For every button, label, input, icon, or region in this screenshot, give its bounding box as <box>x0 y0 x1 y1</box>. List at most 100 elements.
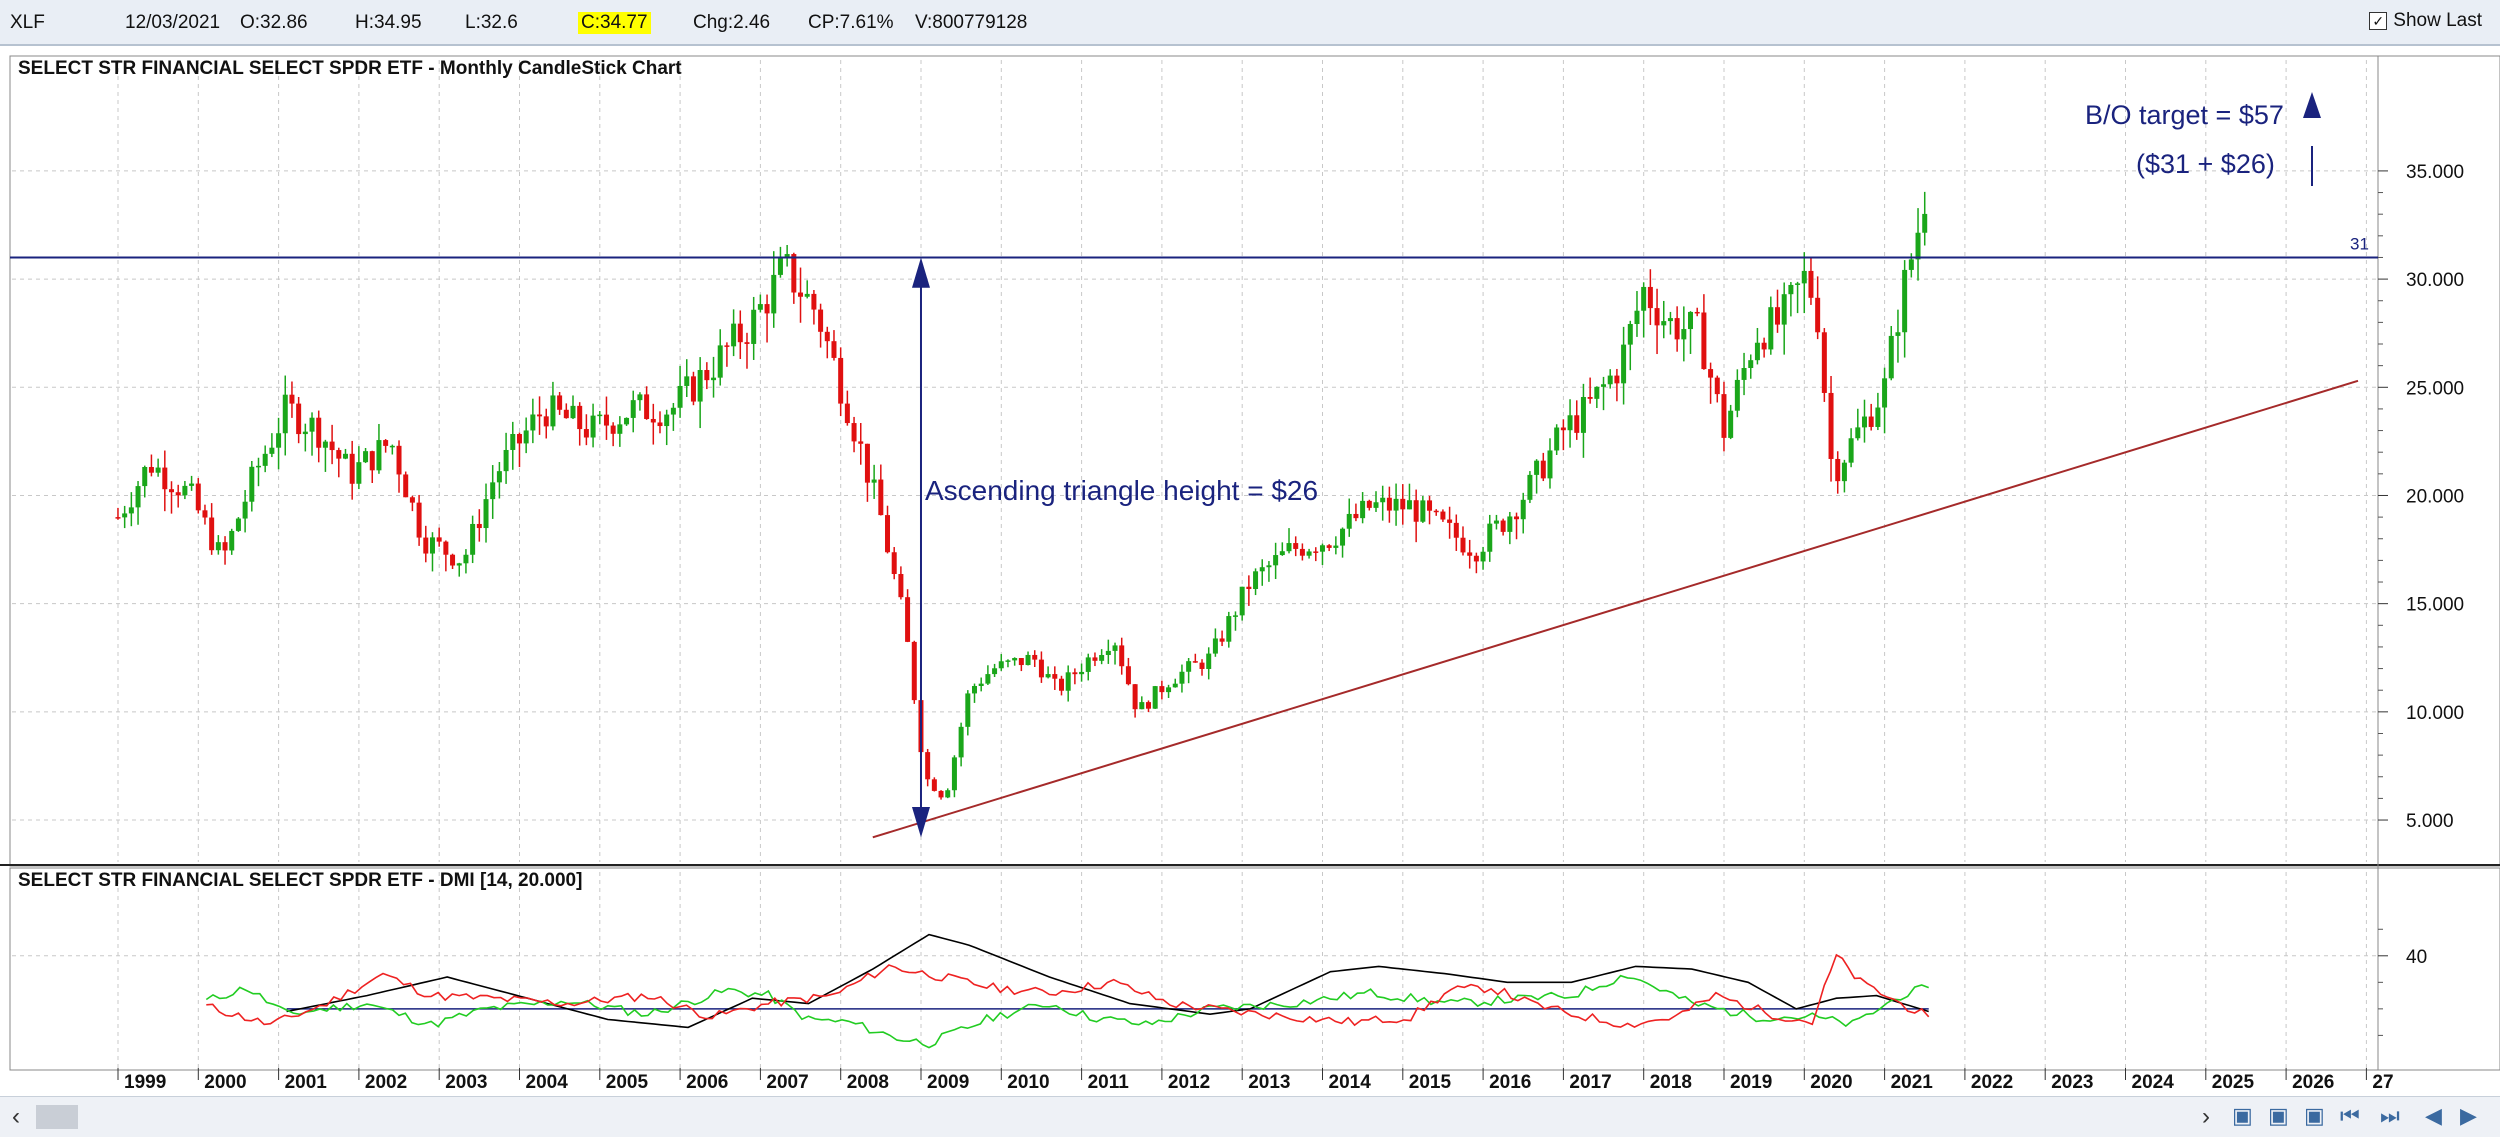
candle-down <box>1775 307 1781 325</box>
candle-down <box>1694 311 1700 314</box>
candle-down <box>1647 286 1653 309</box>
resistance-line-label: 31 <box>2350 234 2369 253</box>
horizontal-scrollbar[interactable]: ‹ › ▣ ▣ ▣ ⏮ ⏭ ◀ ▶ <box>0 1096 2500 1137</box>
candle-down <box>403 474 409 498</box>
candle-down <box>1540 460 1546 479</box>
candle-down <box>603 414 609 426</box>
candle-up <box>1480 551 1486 562</box>
candle-down <box>316 417 322 448</box>
candle-up <box>871 479 877 483</box>
candle-up <box>1781 294 1787 325</box>
candle-up <box>490 482 496 500</box>
y-tick-label: 5.000 <box>2406 811 2454 832</box>
candle-down <box>1654 308 1660 326</box>
candle-up <box>456 563 462 566</box>
candle-up <box>215 542 221 551</box>
candle-up <box>1212 638 1218 654</box>
x-tick-label: 2004 <box>526 1072 569 1093</box>
candle-up <box>1186 661 1192 672</box>
candle-up <box>945 790 951 798</box>
y-tick-label: 35.000 <box>2406 162 2464 183</box>
candle-down <box>1353 513 1359 519</box>
candle-up <box>322 441 328 448</box>
candle-up <box>1741 368 1747 380</box>
candle-up <box>470 523 476 555</box>
candle-down <box>1052 674 1058 679</box>
candle-down <box>925 752 931 780</box>
candle-up <box>1627 324 1633 345</box>
scroll-thumb[interactable] <box>36 1105 78 1129</box>
scroll-right-icon[interactable]: › <box>2202 1103 2210 1130</box>
candle-down <box>1674 318 1680 340</box>
candle-down <box>610 425 616 434</box>
x-tick-label: 2013 <box>1248 1072 1290 1093</box>
candle-up <box>1005 660 1011 662</box>
candle-down <box>115 517 121 519</box>
candle-up <box>1079 671 1085 675</box>
breakout-arrow-icon <box>2303 92 2321 118</box>
candle-up <box>1239 586 1245 616</box>
candle-up <box>496 471 502 483</box>
candle-down <box>1058 678 1064 691</box>
candle-up <box>1641 286 1647 311</box>
candle-up <box>429 537 435 554</box>
candle-up <box>128 507 134 514</box>
candle-up <box>356 462 362 484</box>
x-tick-label: 2006 <box>686 1072 728 1093</box>
show-last-checkbox[interactable]: ✓ Show Last <box>2369 10 2482 32</box>
chart-tool-1-icon[interactable]: ▣ <box>2232 1103 2253 1128</box>
candle-up <box>1420 500 1426 522</box>
x-tick-label: 2025 <box>2212 1072 2255 1093</box>
x-tick-label: 2015 <box>1409 1072 1452 1093</box>
dmi-adx-line <box>286 933 1929 1029</box>
candle-up <box>1306 551 1312 556</box>
candle-up <box>510 434 516 450</box>
candle-up <box>992 668 998 675</box>
candle-up <box>530 414 536 431</box>
chart-tool-2-icon[interactable]: ▣ <box>2268 1103 2289 1128</box>
candle-up <box>985 674 991 684</box>
x-tick-label: 2023 <box>2051 1072 2093 1093</box>
candle-up <box>1393 498 1399 511</box>
candle-down <box>1413 500 1419 522</box>
scroll-left-icon[interactable]: ‹ <box>12 1103 20 1130</box>
candle-up <box>1266 565 1272 568</box>
prev-page-icon[interactable]: ◀ <box>2425 1103 2442 1128</box>
candle-down <box>436 537 442 542</box>
checkbox-check-icon[interactable]: ✓ <box>2369 12 2388 30</box>
candle-down <box>1467 552 1473 556</box>
candle-down <box>724 345 730 347</box>
candle-down <box>1714 377 1720 395</box>
candle-up <box>1346 513 1352 529</box>
candle-down <box>1018 658 1024 666</box>
candle-up <box>376 440 382 471</box>
candle-down <box>1092 657 1098 661</box>
x-tick-label: 2001 <box>285 1072 328 1093</box>
candle-down <box>175 492 181 496</box>
dmi-chart-title: SELECT STR FINANCIAL SELECT SPDR ETF - D… <box>18 870 582 891</box>
candle-down <box>851 423 857 442</box>
next-page-icon[interactable]: ▶ <box>2460 1103 2477 1128</box>
candle-up <box>1734 379 1740 411</box>
last-page-icon[interactable]: ⏭ <box>2380 1103 2400 1128</box>
x-tick-label: 2020 <box>1810 1072 1852 1093</box>
candle-up <box>1112 645 1118 651</box>
candle-down <box>396 445 402 475</box>
candle-down <box>1500 520 1506 532</box>
candle-up <box>1748 360 1754 369</box>
breakout-target-annotation: B/O target = $57 <box>2085 100 2284 130</box>
height-arrow-down-icon <box>911 807 930 838</box>
height-arrow-up-icon <box>911 257 930 288</box>
show-last-label: Show Last <box>2393 10 2482 31</box>
candle-up <box>1902 269 1908 333</box>
candle-down <box>831 341 837 358</box>
candle-up <box>570 405 576 419</box>
candle-up <box>1286 543 1292 552</box>
first-page-icon[interactable]: ⏮ <box>2340 1103 2360 1128</box>
candle-down <box>1708 369 1714 378</box>
candle-up <box>1621 344 1627 384</box>
candle-down <box>1560 427 1566 431</box>
x-tick-label: 2007 <box>766 1072 808 1093</box>
chart-tool-3-icon[interactable]: ▣ <box>2304 1103 2325 1128</box>
candle-up <box>389 445 395 448</box>
